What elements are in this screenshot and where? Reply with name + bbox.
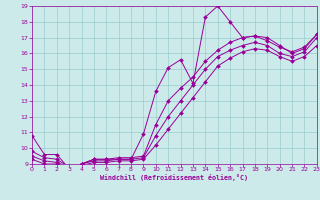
X-axis label: Windchill (Refroidissement éolien,°C): Windchill (Refroidissement éolien,°C) (100, 174, 248, 181)
